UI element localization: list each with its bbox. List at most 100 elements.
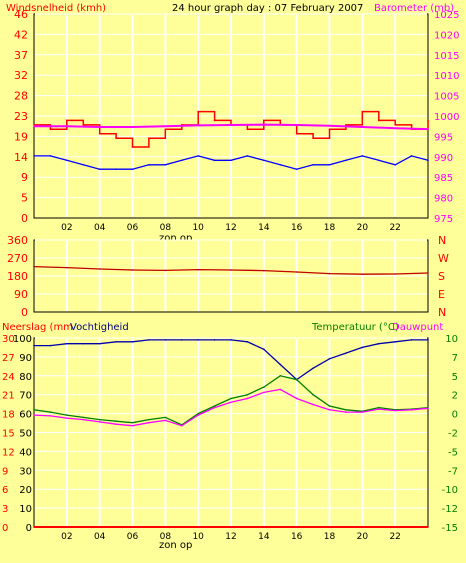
wind-y-tick-label: 9 <box>21 171 28 184</box>
wind-average-series-point <box>361 155 364 157</box>
wind-direction-series-point <box>66 266 68 269</box>
direction-y-tick-label: 90 <box>14 288 28 301</box>
wind-gust-series-point <box>82 124 85 126</box>
wind-x-tick-label: 16 <box>291 223 303 233</box>
barometer-axis-title: Barometer (mb) <box>374 3 454 14</box>
barometer-y-tick-label: 995 <box>434 132 453 143</box>
barometer-y-tick-label: 980 <box>434 194 453 205</box>
wind-gust-series-point <box>361 110 364 113</box>
humidity-series-point <box>427 339 429 341</box>
barometer-y-tick-label: 1010 <box>434 71 459 82</box>
wind-y-tick-label: 14 <box>14 151 28 164</box>
wind-y-tick-label: 37 <box>14 49 28 62</box>
rain-y-tick-label: 21 <box>2 391 15 402</box>
rain-y-tick-label: 18 <box>2 410 15 421</box>
humidity-y-tick-label: 100 <box>13 334 32 345</box>
temperature-series-point <box>82 416 85 419</box>
humidity-axis-title: Vochtigheid <box>70 322 129 333</box>
sunrise-annotation-top: zon op <box>159 233 192 244</box>
humidity-series-point <box>377 342 380 345</box>
temperature-series-point <box>115 420 117 422</box>
rain-y-tick-label: 15 <box>2 429 15 440</box>
direction-compass-letter: N <box>438 234 446 247</box>
rain-y-tick-label: 3 <box>2 504 8 515</box>
barometer-series-point <box>263 123 265 126</box>
wind-gust-series-point <box>328 128 331 131</box>
dewpoint-series-point <box>98 421 101 423</box>
direction-y-tick-label: 270 <box>7 252 28 265</box>
wind-y-tick-label: 28 <box>14 90 28 103</box>
wind-x-tick-label: 10 <box>192 223 204 233</box>
barometer-y-tick-label: 985 <box>434 173 453 184</box>
humidity-series-point <box>328 357 331 360</box>
humidity-series-point <box>197 339 199 341</box>
barometer-series-point <box>394 127 396 130</box>
temperature-y-tick-label: -15 <box>442 523 458 534</box>
temp-x-tick-label: 10 <box>192 532 204 542</box>
wind-gust-series-point <box>115 137 117 139</box>
wind-direction-series-point <box>164 269 167 272</box>
barometer-y-tick-label: 975 <box>434 214 453 225</box>
dewpoint-series-point <box>312 403 314 406</box>
wind-direction-series-point <box>427 272 429 274</box>
dewpoint-series-point <box>427 407 429 410</box>
wind-average-series-point <box>33 155 35 157</box>
wind-average-series-point <box>279 163 282 166</box>
wind-gust-series-point <box>394 124 396 126</box>
temperature-axis-title: Temperatuur (°C) <box>311 322 399 333</box>
wind-gust-series-point <box>131 146 134 148</box>
wind-average-series-point <box>98 168 101 171</box>
chart-title: 24 hour graph day : 07 February 2007 <box>172 3 363 14</box>
temp-x-tick-label: 18 <box>324 532 336 542</box>
humidity-y-tick-label: 40 <box>19 447 32 458</box>
wind-gust-series-point <box>66 119 68 122</box>
wind-average-series-point <box>115 168 117 171</box>
barometer-series-point <box>361 126 364 128</box>
temp-x-tick-label: 16 <box>291 532 303 542</box>
wind-direction-series-point <box>230 269 232 271</box>
temperature-series-point <box>345 409 347 411</box>
wind-gust-series-point <box>148 137 150 139</box>
temperature-series-point <box>148 418 150 421</box>
temp-x-tick-label: 02 <box>61 532 72 542</box>
barometer-y-tick-label: 1015 <box>434 51 459 62</box>
dewpoint-series-point <box>131 424 134 427</box>
temperature-series-point <box>263 386 265 388</box>
rain-y-tick-label: 30 <box>2 334 15 345</box>
dewpoint-series-point <box>213 406 216 409</box>
wind-x-tick-label: 14 <box>258 223 270 233</box>
wind-direction-series-point <box>98 268 101 270</box>
temperature-series-point <box>164 416 167 419</box>
wind-x-tick-label: 06 <box>127 223 139 233</box>
temperature-series-point <box>328 405 331 407</box>
wind-average-series-point <box>377 159 380 162</box>
humidity-series-point <box>82 342 85 345</box>
wind-y-tick-label: 23 <box>14 110 28 123</box>
dewpoint-series-point <box>345 411 347 413</box>
wind-direction-series-point <box>33 265 35 268</box>
wind-gust-series-point <box>312 137 314 139</box>
rain-axis-title: Neerslag (mm <box>2 322 73 333</box>
wind-x-tick-label: 02 <box>61 223 72 233</box>
dewpoint-series-point <box>361 411 364 413</box>
wind-average-series-point <box>213 159 216 162</box>
dewpoint-series-point <box>394 409 396 412</box>
humidity-series-point <box>66 342 68 345</box>
wind-average-series-point <box>82 163 85 166</box>
humidity-y-tick-label: 50 <box>19 429 32 440</box>
wind-y-tick-label: 5 <box>21 192 28 205</box>
dewpoint-series-point <box>115 423 117 425</box>
temperature-series-point <box>377 406 380 409</box>
wind-direction-series-point <box>361 273 364 276</box>
wind-average-series-point <box>246 155 249 157</box>
humidity-y-tick-label: 0 <box>26 523 32 534</box>
direction-compass-letter: E <box>438 288 445 301</box>
temperature-y-tick-label: 10 <box>445 334 458 345</box>
temperature-y-tick-label: -7 <box>448 466 458 477</box>
wind-x-tick-label: 04 <box>94 223 106 233</box>
dewpoint-series-point <box>230 401 232 404</box>
temp-x-tick-label: 06 <box>127 532 139 542</box>
humidity-series-point <box>131 340 134 343</box>
wind-direction-series-point <box>394 273 396 275</box>
